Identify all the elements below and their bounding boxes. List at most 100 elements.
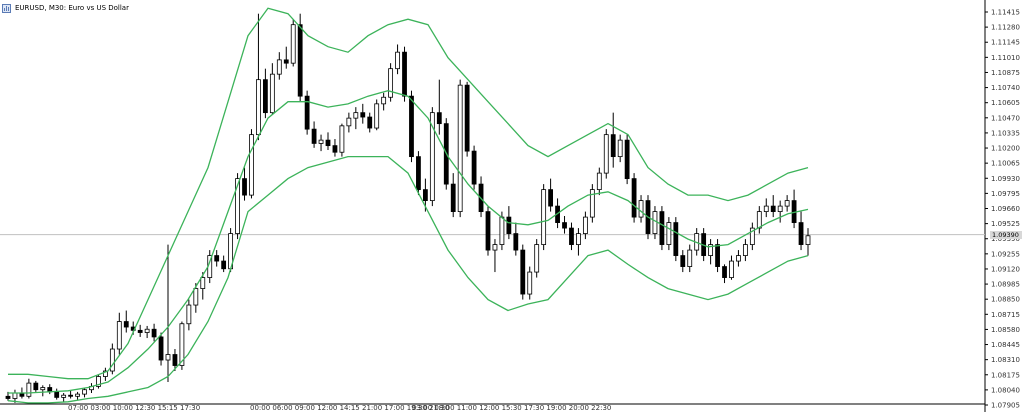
- candle-body: [722, 266, 727, 278]
- price-tick-label: 1.08445: [991, 341, 1020, 349]
- candle-body: [346, 117, 352, 127]
- candle-body: [708, 244, 714, 256]
- candle-body: [290, 24, 296, 64]
- price-tick-label: 1.08580: [991, 326, 1020, 334]
- candle-body: [395, 51, 400, 70]
- candle-body: [5, 395, 11, 399]
- candle-body: [123, 321, 129, 328]
- candle-body: [652, 211, 658, 234]
- candle-body: [638, 200, 644, 218]
- price-tick-label: 1.08310: [991, 356, 1020, 364]
- candle-body: [82, 389, 87, 395]
- price-tick-label: 1.11010: [991, 54, 1020, 62]
- candle-body: [339, 125, 345, 153]
- candle-body: [276, 59, 282, 75]
- candle-body: [805, 235, 811, 245]
- candle-body: [436, 112, 442, 125]
- candle-body: [624, 139, 630, 180]
- candle-body: [116, 321, 122, 350]
- candle-body: [283, 59, 289, 64]
- price-tick-label: 1.10875: [991, 69, 1020, 77]
- candle-body: [749, 227, 755, 245]
- candle-body: [680, 255, 686, 267]
- candle-body: [144, 328, 150, 333]
- price-tick-label: 1.09795: [991, 190, 1020, 198]
- candle-body: [617, 139, 623, 158]
- candle-body: [416, 156, 421, 191]
- candle-body: [158, 336, 164, 361]
- price-tick-label: 1.11280: [991, 24, 1020, 32]
- candle-body: [402, 51, 407, 97]
- candle-body: [610, 134, 616, 158]
- candle-body: [603, 134, 609, 174]
- candle-body: [311, 128, 317, 144]
- price-tick-label: 1.10470: [991, 114, 1020, 122]
- candle-body: [262, 79, 268, 114]
- candle-body: [304, 95, 310, 130]
- price-tick-label: 1.09120: [991, 265, 1020, 273]
- candle-body: [527, 271, 533, 295]
- candle-body: [492, 244, 498, 251]
- candle-body: [659, 211, 665, 245]
- chart-title: EURUSD, M30: Euro vs US Dollar: [15, 4, 129, 12]
- candle-body: [33, 382, 39, 391]
- price-tick-label: 1.08175: [991, 371, 1020, 379]
- candle-body: [297, 24, 303, 97]
- candle-body: [729, 260, 734, 278]
- candle-body: [569, 227, 574, 245]
- candle-body: [249, 134, 254, 196]
- candle-body: [332, 145, 338, 153]
- candle-body: [464, 84, 470, 152]
- candle-body: [102, 370, 108, 377]
- price-tick-label: 1.10200: [991, 145, 1020, 153]
- candle-body: [666, 222, 672, 245]
- price-tick-label: 1.09660: [991, 205, 1020, 213]
- candle-body: [269, 73, 275, 114]
- time-axis-label: 07:00 03:00 10:00 12:30 15:15 17:30: [68, 404, 200, 412]
- candle-body: [235, 178, 240, 234]
- candle-body: [450, 183, 456, 212]
- price-tick-label: 1.09390: [991, 235, 1020, 243]
- price-tick-label: 1.09930: [991, 175, 1020, 183]
- chart-title-bar: EURUSD, M30: Euro vs US Dollar: [2, 2, 129, 14]
- candle-body: [214, 255, 220, 262]
- price-tick-label: 1.09255: [991, 250, 1020, 258]
- candle-body: [96, 376, 101, 387]
- candle-body: [548, 189, 554, 207]
- price-tick-label: 1.08985: [991, 281, 1020, 289]
- bollinger-middle-band: [8, 90, 809, 394]
- candle-body: [325, 139, 331, 147]
- candle-body: [687, 249, 693, 267]
- candle-body: [172, 354, 178, 366]
- candle-body: [193, 288, 199, 306]
- candle-body: [256, 79, 261, 136]
- candle-body: [381, 96, 387, 105]
- candle-body: [673, 222, 679, 256]
- candle-body: [388, 68, 394, 98]
- candle-body: [61, 394, 67, 398]
- time-axis-label: 03:00 08:00 11:00 12:00 15:30 17:30 19:0…: [412, 404, 611, 412]
- candle-body: [109, 348, 115, 372]
- candle-body: [589, 189, 595, 218]
- candle-body: [541, 189, 547, 245]
- candle-body: [715, 244, 720, 267]
- candle-body: [75, 393, 80, 397]
- candle-body: [506, 216, 512, 234]
- candle-body: [186, 304, 192, 325]
- price-tick-label: 1.08850: [991, 296, 1020, 304]
- current-price-tag: 1.09390: [990, 230, 1022, 239]
- candle-body: [582, 216, 588, 234]
- candle-body: [353, 112, 359, 119]
- candle-body: [137, 329, 143, 333]
- chart-window-icon: [2, 3, 11, 13]
- price-tick-label: 1.11145: [991, 39, 1020, 47]
- candle-body: [26, 382, 32, 397]
- candle-body: [784, 200, 790, 207]
- candle-body: [374, 103, 380, 129]
- candle-body: [221, 260, 227, 270]
- candle-body: [763, 205, 769, 212]
- candle-body: [367, 116, 373, 129]
- candle-body: [457, 84, 463, 212]
